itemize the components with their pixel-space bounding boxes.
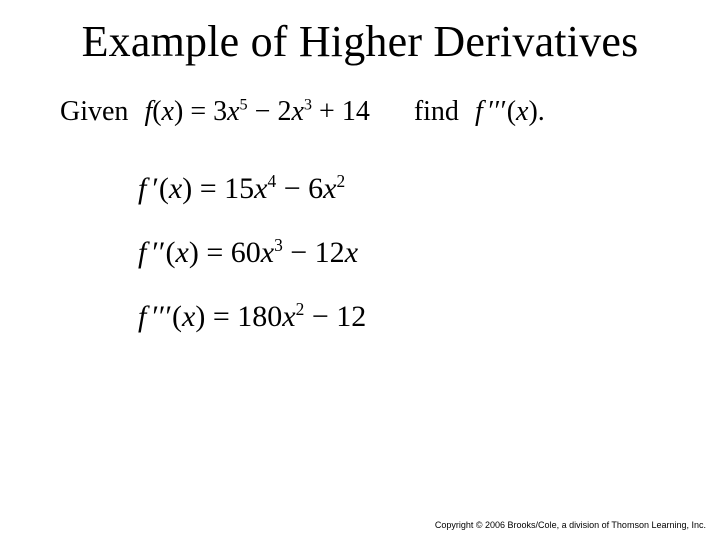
slide: Example of Higher Derivatives Given f(x)… <box>0 0 720 540</box>
given-expression: f(x) = 3x5 − 2x3 + 14 <box>144 96 369 128</box>
equation-2: f ′′(x) = 60x3 − 12x <box>138 236 680 270</box>
equations: f ′(x) = 15x4 − 6x2 f ′′(x) = 60x3 − 12x… <box>138 172 680 334</box>
find-expression: f ′′′(x). <box>475 96 545 128</box>
slide-body: Given f(x) = 3x5 − 2x3 + 14 find f ′′′(x… <box>60 96 680 334</box>
given-label: Given <box>60 96 128 128</box>
find-label: find <box>414 96 459 128</box>
given-line: Given f(x) = 3x5 − 2x3 + 14 find f ′′′(x… <box>60 96 680 128</box>
slide-title: Example of Higher Derivatives <box>0 16 720 67</box>
equation-3: f ′′′(x) = 180x2 − 12 <box>138 300 680 334</box>
copyright-text: Copyright © 2006 Brooks/Cole, a division… <box>435 520 706 530</box>
equation-1: f ′(x) = 15x4 − 6x2 <box>138 172 680 206</box>
